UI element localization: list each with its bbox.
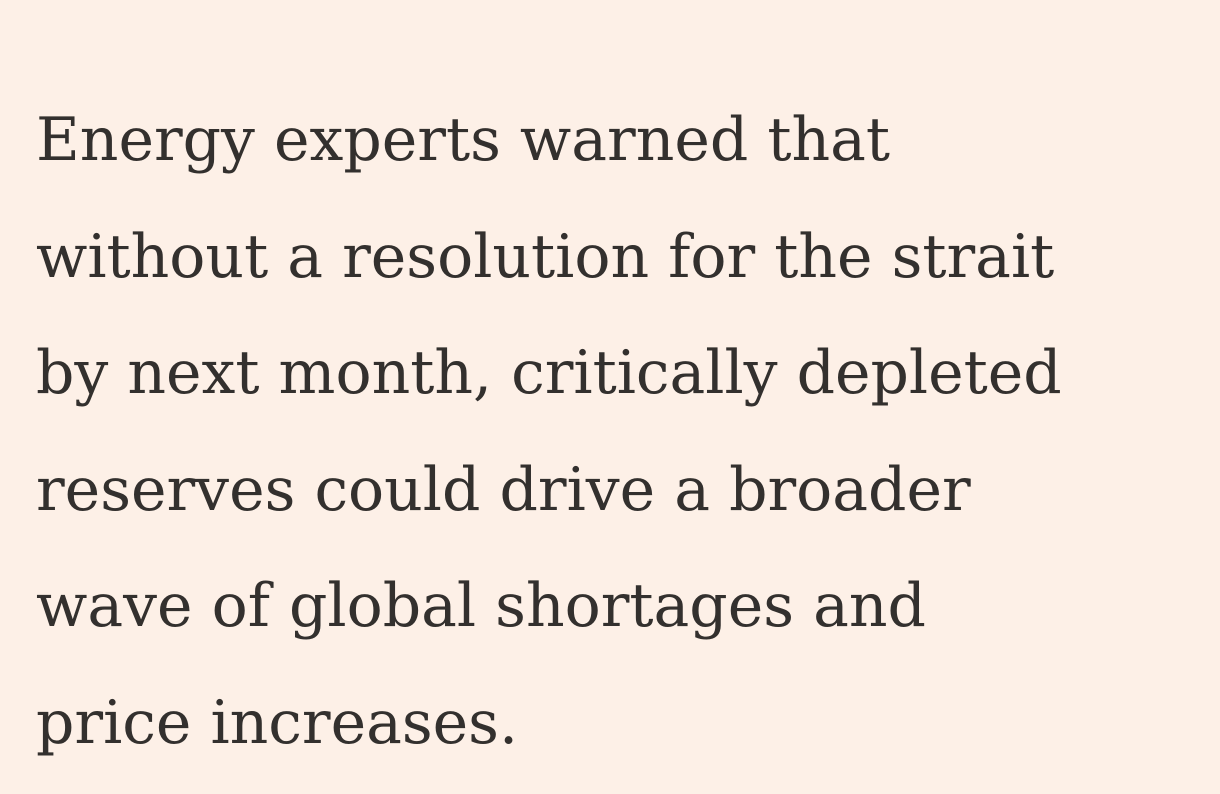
paragraph: Energy experts warned that without a reso… [36, 82, 1210, 782]
text-line: price increases. [36, 687, 519, 758]
text-line: without a resolution for the strait [36, 221, 1055, 292]
text-line: by next month, critically depleted [36, 338, 1062, 409]
text-line: reserves could drive a broader [36, 454, 971, 525]
text-line: wave of global shortages and [36, 571, 926, 642]
text-line: Energy experts warned that [36, 105, 891, 175]
